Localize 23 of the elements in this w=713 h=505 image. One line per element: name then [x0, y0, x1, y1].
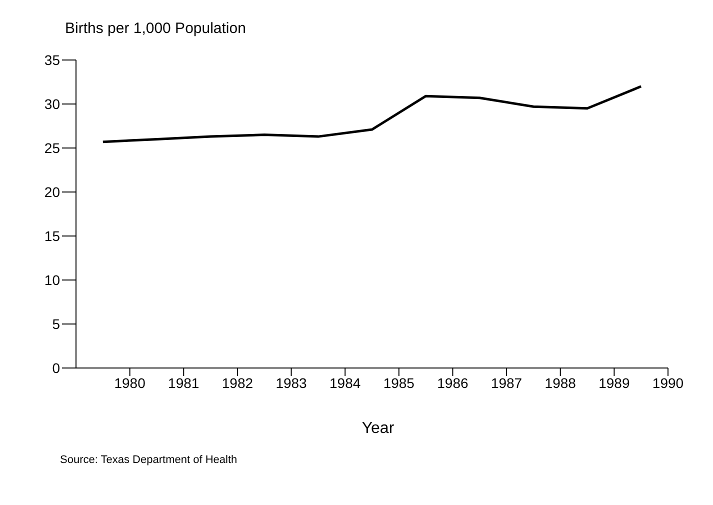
y-tick-label: 20	[44, 184, 60, 200]
x-tick-label: 1985	[383, 374, 415, 391]
x-tick-label: 1987	[490, 374, 522, 391]
x-tick-label: 1990	[652, 374, 684, 391]
x-tick-label: 1989	[598, 374, 630, 391]
x-tick-label: 1984	[330, 374, 361, 391]
x-tick-label: 1980	[114, 374, 146, 391]
y-tick-label: 15	[44, 228, 60, 244]
y-axis-title: Births per 1,000 Population	[65, 20, 246, 37]
y-tick-label: 0	[52, 360, 60, 376]
y-tick-label: 35	[44, 52, 60, 68]
x-tick-label: 1983	[276, 374, 308, 391]
x-tick-label: 1986	[437, 374, 469, 391]
y-tick-label: 30	[44, 96, 60, 112]
y-tick-label: 10	[44, 272, 60, 288]
y-tick-label: 5	[52, 316, 60, 332]
x-tick-label: 1982	[222, 374, 254, 391]
x-tick-label: 1988	[544, 374, 576, 391]
source-note: Source: Texas Department of Health	[60, 454, 238, 466]
y-tick-label: 25	[44, 140, 60, 156]
line-series	[102, 85, 642, 144]
x-tick-label: 1981	[168, 374, 200, 391]
x-axis-title: Year	[360, 420, 396, 438]
